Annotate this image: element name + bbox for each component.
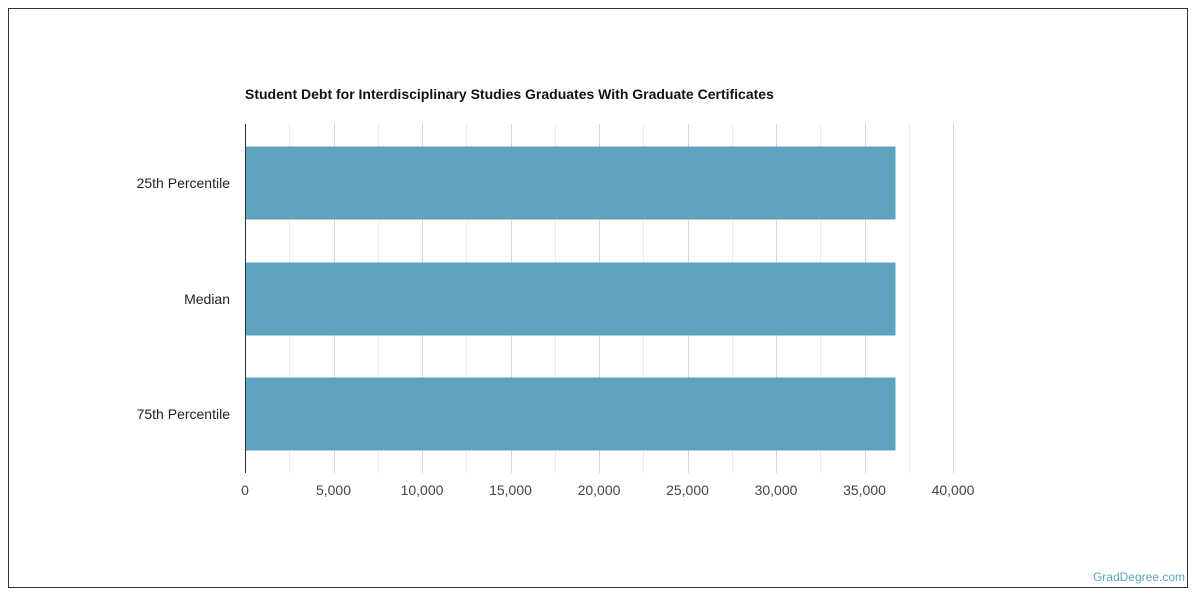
x-tick-label: 20,000	[578, 482, 621, 498]
category-label: Median	[184, 291, 230, 307]
x-tick-label: 25,000	[666, 482, 709, 498]
x-tick-label: 40,000	[932, 482, 975, 498]
x-tick-label: 5,000	[316, 482, 351, 498]
x-tick-label: 0	[241, 482, 249, 498]
x-tick-label: 35,000	[843, 482, 886, 498]
bar-25th-percentile	[245, 146, 896, 220]
bar-75th-percentile	[245, 377, 896, 451]
category-label: 75th Percentile	[137, 406, 231, 422]
x-tick-label: 10,000	[401, 482, 444, 498]
x-tick-label: 15,000	[489, 482, 532, 498]
x-tick-label: 30,000	[755, 482, 798, 498]
category-label: 25th Percentile	[137, 175, 231, 191]
watermark-brand[interactable]: GradDegree.com	[1092, 570, 1185, 584]
axis-labels: 0 5,000 10,000 15,000 20,000 25,000 30,000 35,0…	[137, 175, 975, 498]
bar-median	[245, 262, 896, 336]
bars	[245, 146, 896, 451]
chart-title: Student Debt for Interdisciplinary Studi…	[245, 86, 774, 102]
